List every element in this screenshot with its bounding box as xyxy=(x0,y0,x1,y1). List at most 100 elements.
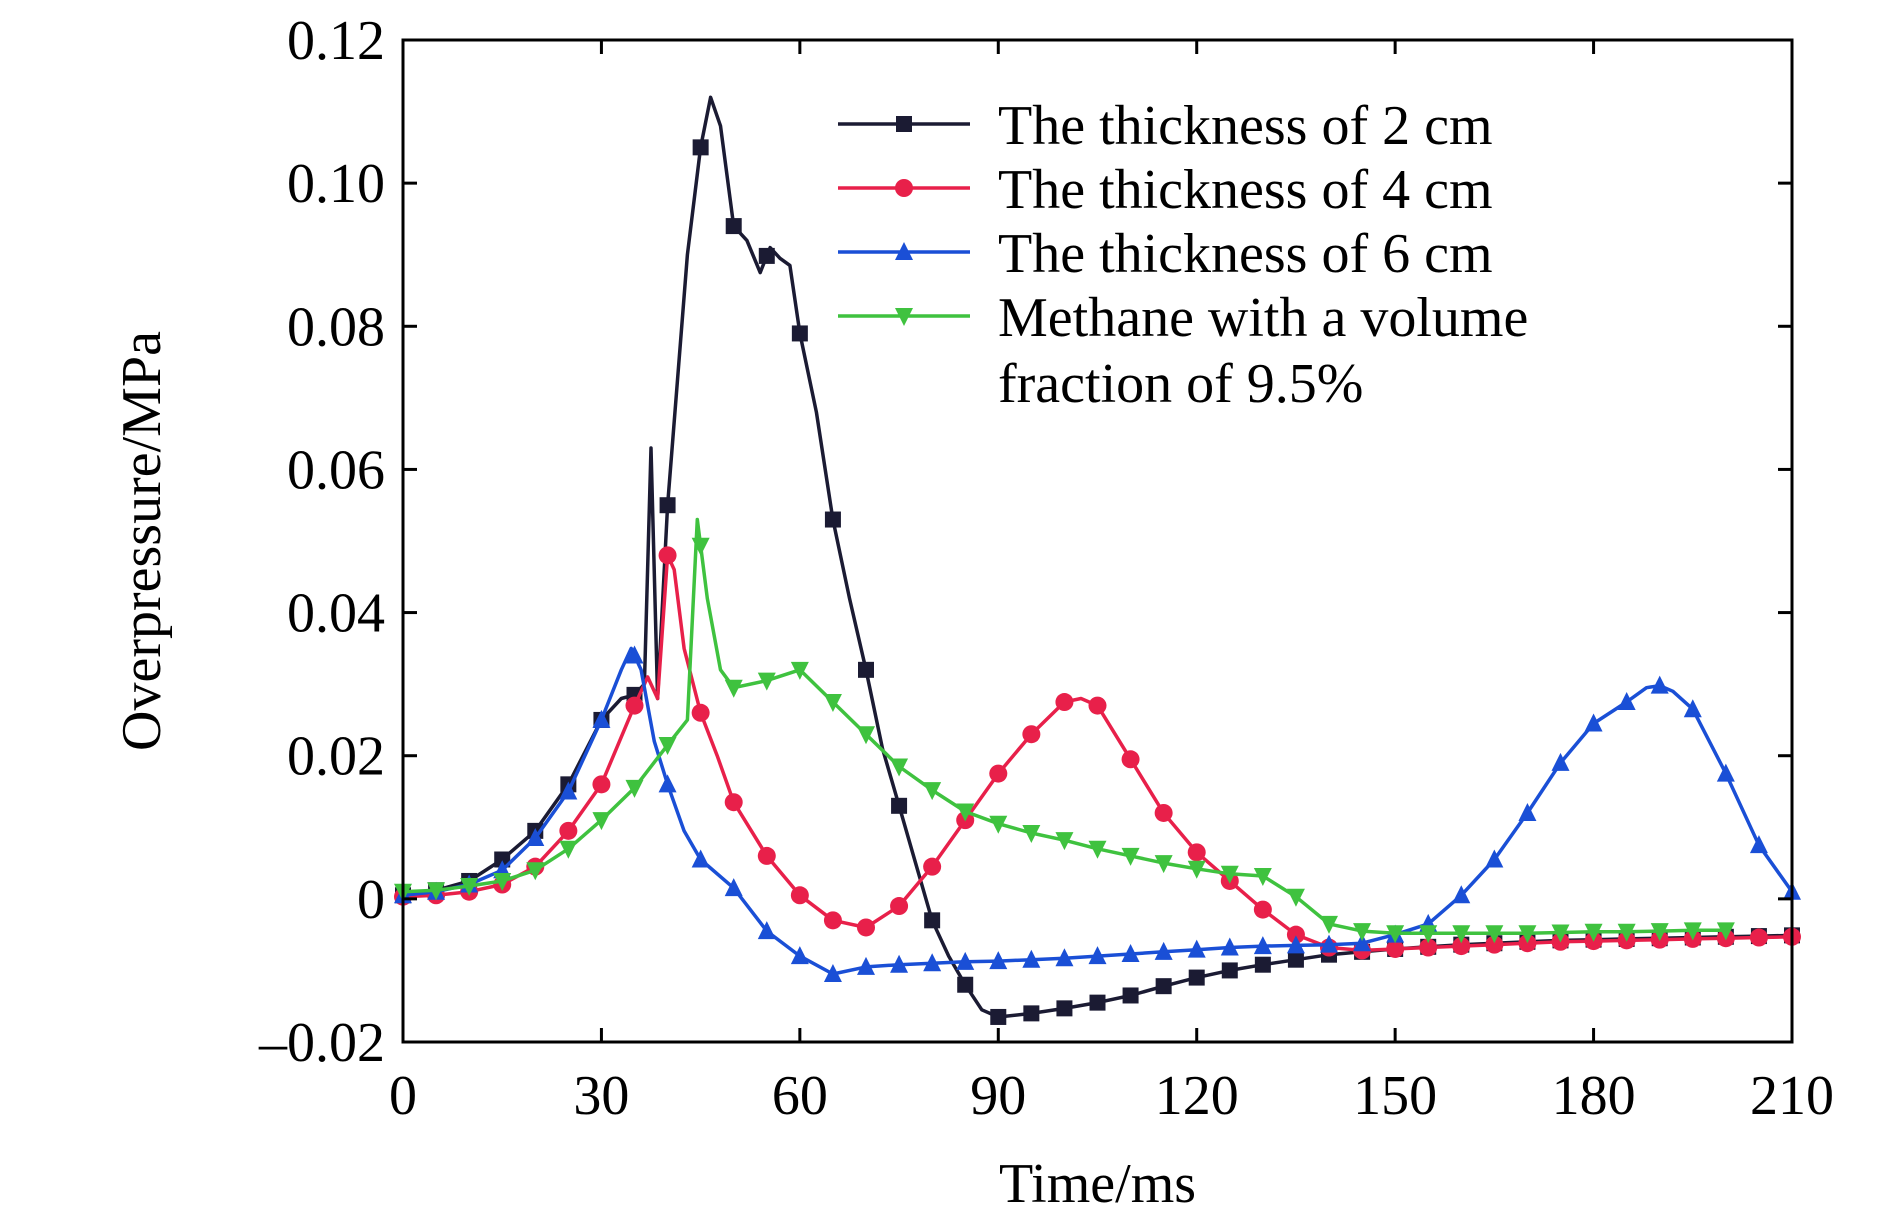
data-point xyxy=(1088,840,1107,859)
data-point xyxy=(724,793,743,812)
legend-marker xyxy=(895,242,913,260)
data-point xyxy=(1386,939,1405,958)
data-point xyxy=(1650,923,1669,942)
data-point xyxy=(1187,860,1206,879)
data-point xyxy=(757,846,776,865)
data-point xyxy=(592,775,611,794)
x-tick-label: 120 xyxy=(1155,1065,1239,1127)
data-point xyxy=(1055,693,1074,712)
series-line xyxy=(402,553,1793,953)
y-tick-label: 0.12 xyxy=(287,10,385,72)
data-point xyxy=(823,694,842,713)
data-point xyxy=(1121,750,1140,769)
data-point xyxy=(1584,713,1603,732)
data-point xyxy=(891,797,908,814)
data-point xyxy=(758,247,775,264)
data-point xyxy=(823,964,842,983)
data-point xyxy=(1485,935,1504,954)
data-point xyxy=(659,497,676,514)
legend-marker xyxy=(895,308,913,326)
data-point xyxy=(559,821,578,840)
data-point xyxy=(1551,752,1570,771)
y-axis-title: Overpressure/MPa xyxy=(111,331,173,751)
data-point xyxy=(1220,937,1239,956)
data-point xyxy=(1650,675,1669,694)
data-point xyxy=(989,764,1008,783)
data-point xyxy=(1683,922,1702,941)
data-point xyxy=(1088,946,1107,965)
data-point xyxy=(858,661,874,678)
data-point xyxy=(724,679,743,698)
data-point xyxy=(494,851,511,868)
y-tick-label: 0.04 xyxy=(287,583,385,645)
axes-layer: 0 30 60 90 120 150 180 210–0.0200.020.040.060.0… xyxy=(258,10,1834,1127)
data-point xyxy=(1452,937,1471,956)
x-tick-label: 150 xyxy=(1353,1065,1437,1127)
data-point xyxy=(691,537,710,556)
data-point xyxy=(526,862,545,881)
data-point xyxy=(1253,936,1272,955)
data-point xyxy=(1022,825,1041,844)
legend-label: Methane with a volume xyxy=(998,287,1528,349)
data-point xyxy=(1055,948,1074,967)
data-point xyxy=(989,951,1008,970)
x-tick-label: 30 xyxy=(573,1065,629,1127)
y-tick-label: 0 xyxy=(357,869,385,931)
data-point xyxy=(1022,725,1041,744)
data-point xyxy=(1286,925,1305,944)
data-point xyxy=(1452,885,1471,904)
data-point xyxy=(824,511,841,528)
data-point xyxy=(1419,925,1438,944)
data-point xyxy=(857,956,875,975)
legend-label: fraction of 9.5% xyxy=(998,353,1363,415)
legend-item-2: The thickness of 4 cm xyxy=(838,159,1493,221)
data-point xyxy=(1055,832,1074,851)
y-tick-label: 0.10 xyxy=(287,153,385,215)
x-tick-label: 90 xyxy=(970,1065,1026,1127)
x-tick-label: 60 xyxy=(772,1065,828,1127)
data-point xyxy=(790,886,809,905)
data-point xyxy=(757,921,776,940)
legend-item-1: The thickness of 2 cm xyxy=(838,95,1493,157)
data-point xyxy=(1253,900,1272,919)
data-point xyxy=(1056,1000,1073,1017)
data-point xyxy=(1121,847,1140,866)
data-point xyxy=(625,696,644,715)
data-point xyxy=(658,546,677,565)
data-point xyxy=(1485,925,1504,944)
data-point xyxy=(890,897,909,916)
y-tick-label: 0.08 xyxy=(287,296,385,358)
data-point xyxy=(1551,924,1570,943)
data-point xyxy=(1154,855,1173,874)
data-point xyxy=(1584,923,1603,942)
data-point xyxy=(890,954,909,973)
data-point xyxy=(1089,994,1106,1011)
data-point xyxy=(658,736,677,755)
series-4 xyxy=(394,517,1735,944)
data-point xyxy=(1617,692,1636,711)
data-point xyxy=(1386,925,1405,944)
data-point xyxy=(1452,925,1471,944)
data-point xyxy=(890,758,909,777)
data-point xyxy=(957,976,974,993)
data-point xyxy=(1088,696,1107,715)
data-point xyxy=(526,828,545,847)
data-point xyxy=(559,781,578,800)
data-point xyxy=(1353,923,1372,942)
y-tick-label: –0.02 xyxy=(258,1012,385,1074)
data-point xyxy=(724,878,743,897)
data-point xyxy=(823,911,842,930)
plot-frame xyxy=(401,38,1794,1044)
data-point xyxy=(559,840,578,859)
data-point xyxy=(1320,934,1338,953)
data-point xyxy=(1518,925,1537,944)
data-point xyxy=(857,918,875,937)
data-point xyxy=(1716,763,1735,782)
series-2 xyxy=(394,546,1801,960)
data-point xyxy=(857,726,875,745)
data-point xyxy=(990,1008,1007,1025)
data-point xyxy=(625,645,644,664)
data-point xyxy=(460,877,479,896)
